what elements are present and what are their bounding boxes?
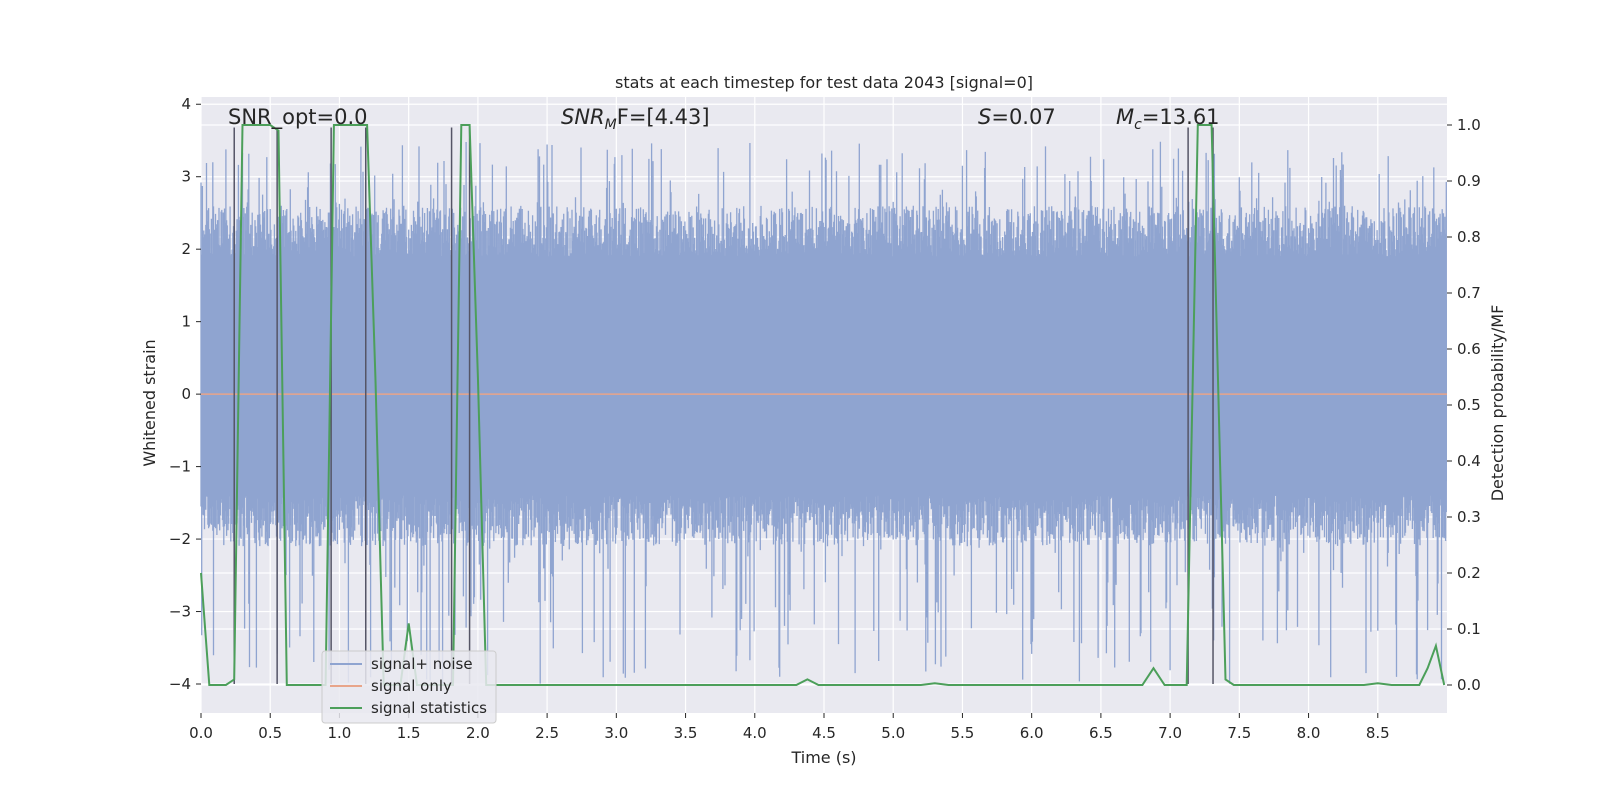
mc-prefix: M	[1116, 105, 1134, 129]
s-prefix: S	[978, 105, 991, 129]
y-right-tick-label: 0.4	[1457, 452, 1481, 470]
y-left-tick-label: −2	[169, 530, 191, 548]
y-right-tick-label: 0.3	[1457, 508, 1481, 526]
chart-title: stats at each timestep for test data 204…	[615, 73, 1033, 92]
legend-label-signal-noise: signal+ noise	[371, 655, 473, 673]
y-left-tick-label: 3	[181, 168, 191, 186]
x-tick-label: 3.0	[604, 724, 628, 742]
x-tick-label: 8.0	[1297, 724, 1321, 742]
legend-label-signal-statistics: signal statistics	[371, 699, 487, 717]
y-right-tick-label: 0.2	[1457, 564, 1481, 582]
snr-mf-sub: M	[605, 117, 617, 133]
y-left-tick-label: 1	[181, 313, 191, 331]
y-right-tick-label: 0.9	[1457, 172, 1481, 190]
y-right-axis-label: Detection probability/MF	[1488, 305, 1507, 502]
y-left-tick-label: 0	[181, 385, 191, 403]
y-right-tick-label: 0.7	[1457, 284, 1481, 302]
mc-sub: c	[1134, 117, 1142, 133]
y-left-tick-label: 4	[181, 95, 191, 113]
snr-mf-prefix: SNR	[561, 105, 605, 129]
x-tick-label: 1.0	[328, 724, 352, 742]
y-right-tick-label: 0.6	[1457, 340, 1481, 358]
x-tick-label: 4.0	[743, 724, 767, 742]
y-left-axis-label: Whitened strain	[140, 339, 159, 466]
snr-mf-rest: F=[4.43]	[617, 105, 710, 129]
y-left-tick-label: −1	[169, 458, 191, 476]
x-tick-label: 8.5	[1366, 724, 1390, 742]
legend: signal+ noise signal only signal statist…	[321, 650, 497, 724]
x-tick-label: 7.0	[1158, 724, 1182, 742]
y-right-tick-label: 0.1	[1457, 620, 1481, 638]
y-right-tick-label: 0.8	[1457, 228, 1481, 246]
y-right-tick-label: 0.0	[1457, 676, 1481, 694]
y-left-tick-label: 2	[181, 240, 191, 258]
x-tick-label: 6.5	[1089, 724, 1113, 742]
x-tick-label: 0.5	[258, 724, 282, 742]
y-right-ticks: 0.0 0.1 0.2 0.3 0.4 0.5 0.6 0.7 0.8 0.9 1.0	[1447, 116, 1481, 694]
x-tick-label: 0.0	[189, 724, 213, 742]
x-tick-label: 5.5	[951, 724, 975, 742]
y-left-tick-label: −3	[169, 603, 191, 621]
s-rest: =0.07	[991, 105, 1055, 129]
legend-label-signal-only: signal only	[371, 677, 452, 695]
x-tick-label: 5.0	[881, 724, 905, 742]
x-ticks: 0.0 0.5 1.0 1.5 2.0 2.5 3.0 3.5 4.0 4.5 5.0 5.5 6.0 6…	[189, 713, 1390, 742]
annotation-snr-mf: SNRMF=[4.43]	[561, 105, 710, 133]
annotation-snr-opt: SNR_opt=0.0	[228, 105, 368, 130]
x-tick-label: 1.5	[397, 724, 421, 742]
annotation-s: S=0.07	[978, 105, 1056, 129]
legend-box	[321, 650, 497, 724]
annotation-mc: Mc=13.61	[1116, 105, 1220, 133]
mc-rest: =13.61	[1142, 105, 1220, 129]
y-left-tick-label: −4	[169, 675, 191, 693]
x-tick-label: 4.5	[812, 724, 836, 742]
y-right-tick-label: 0.5	[1457, 396, 1481, 414]
x-tick-label: 6.0	[1020, 724, 1044, 742]
y-right-tick-label: 1.0	[1457, 116, 1481, 134]
signal-noise-series	[200, 141, 1447, 684]
x-axis-label: Time (s)	[790, 748, 856, 767]
x-tick-label: 2.0	[466, 724, 490, 742]
x-tick-label: 2.5	[535, 724, 559, 742]
x-tick-label: 7.5	[1227, 724, 1251, 742]
x-tick-label: 3.5	[674, 724, 698, 742]
y-left-ticks: −4 −3 −2 −1 0 1 2 3 4	[169, 95, 201, 693]
